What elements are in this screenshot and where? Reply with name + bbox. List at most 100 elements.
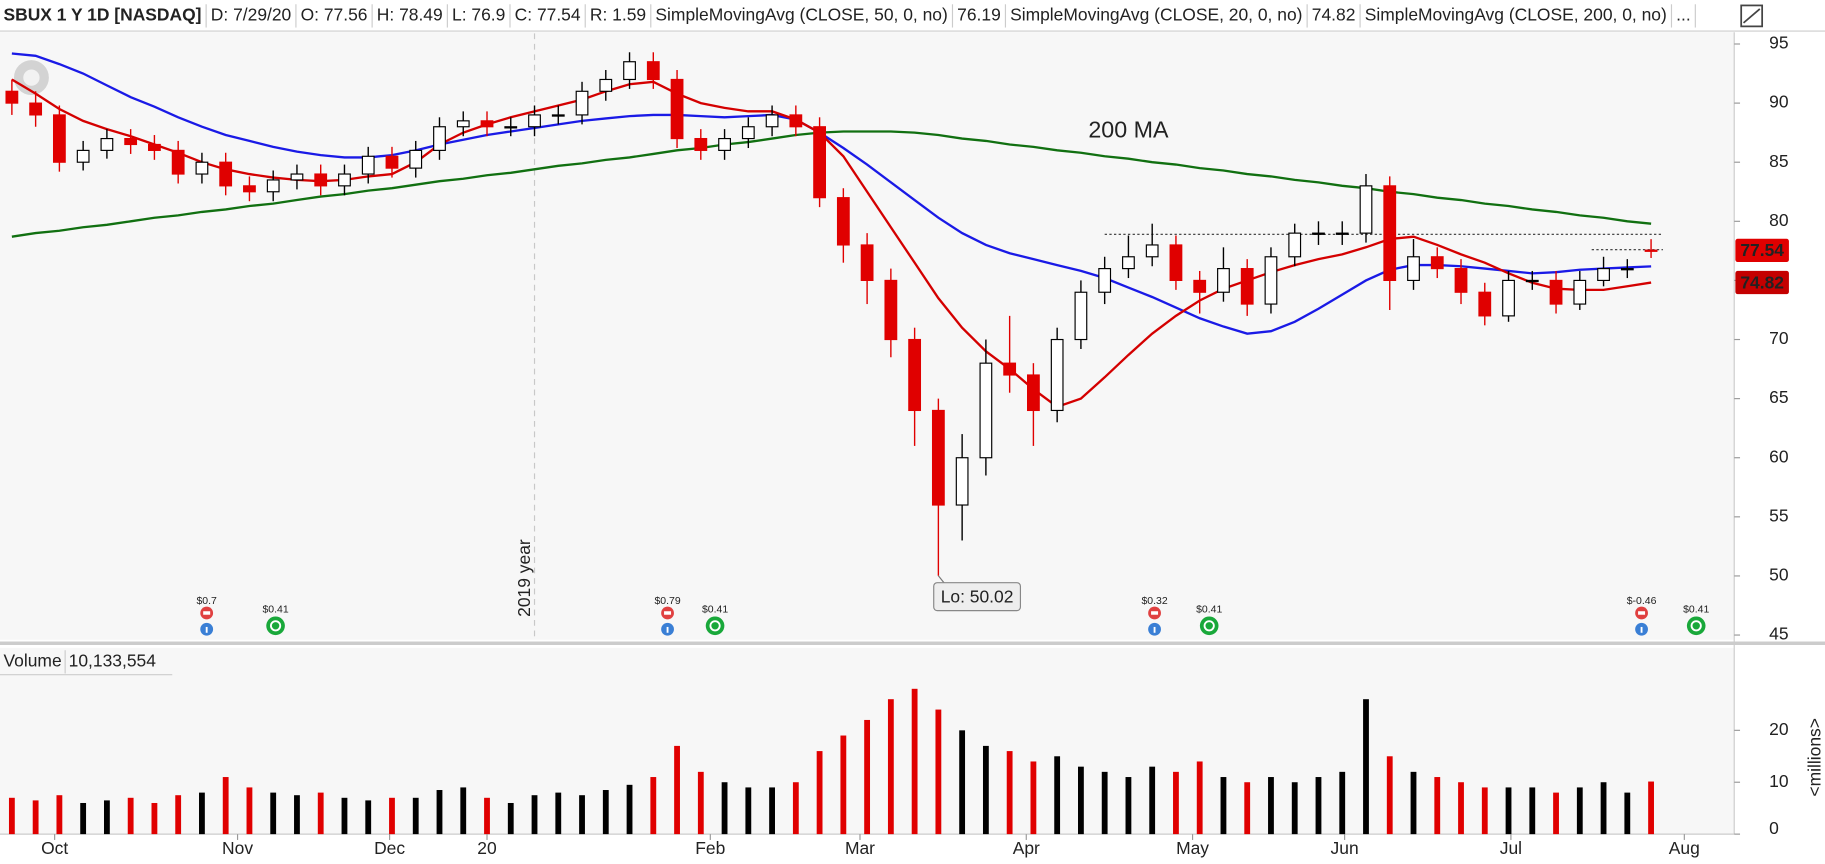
x-tick-label: Jul	[1500, 838, 1522, 858]
annotation: 200 MA	[1088, 117, 1169, 143]
volume-bar	[1505, 787, 1512, 835]
volume-bar	[840, 735, 847, 835]
low-label-box	[933, 582, 1022, 612]
dividend-label: $0.41	[702, 604, 728, 615]
price-panel	[0, 32, 1735, 640]
volume-bar	[341, 797, 348, 835]
volume-bar	[1101, 771, 1108, 835]
volume-bar	[1291, 782, 1298, 835]
icon-frame[interactable]	[1740, 4, 1764, 28]
candle-body	[243, 185, 256, 193]
volume-bar	[1434, 777, 1441, 835]
dividend-label: $0.41	[262, 604, 288, 615]
candle-body	[1478, 291, 1492, 317]
logo-inner	[23, 69, 40, 86]
x-tick-label: Jun	[1331, 838, 1359, 858]
candle-body	[409, 149, 423, 169]
volume-bar	[389, 797, 395, 835]
header-item: SBUX 1 Y 1D [NASDAQ]	[3, 5, 201, 25]
volume-tick-label: 0	[1769, 818, 1779, 838]
info-icon-glyph	[666, 626, 669, 633]
info-icon-glyph	[1153, 626, 1156, 633]
header-item: L: 76.9	[452, 5, 505, 25]
dividend-icon	[1199, 616, 1219, 636]
y-tick-label: 55	[1769, 505, 1788, 525]
dividend-icon-ring	[1203, 620, 1215, 632]
volume-bar	[626, 784, 633, 835]
candle-body	[1620, 268, 1634, 271]
candle-body	[76, 149, 90, 163]
volume-bar	[745, 787, 752, 835]
x-tick-label: Nov	[222, 838, 253, 858]
candle-body	[836, 197, 850, 246]
dividend-icon	[266, 616, 285, 636]
candle-body	[1217, 268, 1230, 293]
x-tick-label: Feb	[695, 838, 725, 858]
candle-body	[314, 173, 328, 187]
volume-bar	[887, 699, 894, 835]
price-tag	[1735, 270, 1789, 295]
candle-body	[219, 161, 233, 187]
volume-bar	[199, 792, 205, 835]
volume-bar	[1220, 777, 1227, 835]
y-tick-label: 90	[1769, 92, 1789, 112]
candle-body	[1050, 338, 1064, 412]
volume-bar	[1078, 766, 1084, 835]
candle-body	[575, 90, 589, 116]
volume-bar	[1315, 777, 1322, 835]
volume-bar	[935, 709, 942, 835]
candle-body	[1003, 362, 1017, 376]
volume-bar	[650, 777, 657, 835]
candle-body	[955, 457, 969, 506]
volume-bar	[412, 797, 419, 835]
candle-body	[385, 155, 399, 169]
y-tick-label: 50	[1769, 565, 1789, 585]
candle-body	[5, 90, 19, 104]
candle-body	[670, 78, 684, 140]
volume-bar	[1624, 792, 1631, 835]
candle-body	[1430, 256, 1444, 270]
dividend-icon	[1686, 616, 1706, 636]
volume-bar	[1054, 756, 1061, 835]
candle-body	[148, 143, 161, 151]
earnings-icon-glyph	[1638, 611, 1646, 615]
volume-bar	[1481, 787, 1488, 835]
volume-bar	[484, 797, 490, 835]
volume-bar	[1149, 766, 1156, 835]
candle-body	[813, 126, 826, 199]
volume-bar	[270, 792, 277, 835]
dividend-label: $0.41	[1683, 604, 1709, 615]
volume-bar	[1173, 771, 1179, 835]
candle-body	[171, 149, 185, 175]
y-tick-label: 45	[1769, 624, 1788, 644]
volume-bar	[1196, 761, 1203, 835]
volume-bar	[982, 745, 989, 835]
y-tick-label: 85	[1769, 151, 1788, 171]
candle-body	[860, 244, 874, 282]
volume-bar	[127, 797, 134, 835]
volume-bar	[80, 802, 87, 835]
volume-axis-label: <millions>	[1804, 718, 1824, 797]
header-item: SimpleMovingAvg (CLOSE, 200, 0, no)	[1365, 5, 1667, 25]
volume-title: Volume	[3, 650, 61, 670]
volume-bar	[816, 751, 823, 835]
info-icon-glyph	[1640, 626, 1643, 633]
volume-bar	[151, 802, 158, 835]
volume-bar	[959, 730, 966, 835]
volume-bar	[555, 792, 562, 835]
volume-tick-label: 10	[1769, 771, 1789, 791]
candle-body	[694, 137, 708, 151]
year-marker-label: 2019 year	[514, 539, 534, 617]
header-item: H: 78.49	[377, 5, 443, 25]
toolbar-icon[interactable]	[1740, 4, 1764, 28]
candle-body	[931, 409, 945, 506]
candle-body	[1240, 268, 1254, 305]
price-tag-label: 77.54	[1740, 240, 1784, 260]
x-tick-label: Oct	[41, 838, 68, 858]
volume-bar	[1363, 699, 1369, 835]
volume-bar	[769, 787, 775, 835]
volume-bar	[1410, 771, 1417, 835]
candle-body	[789, 114, 803, 128]
